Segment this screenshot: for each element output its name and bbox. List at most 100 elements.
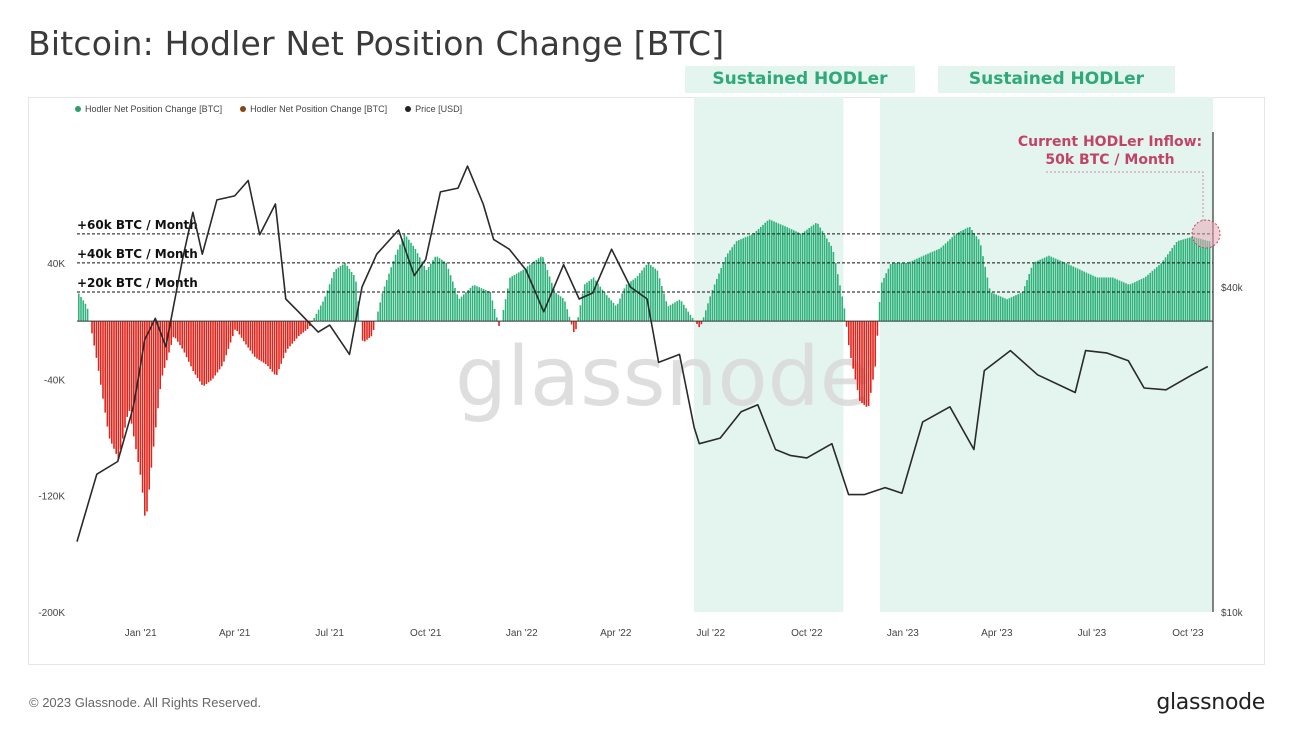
bar-positive (995, 294, 997, 322)
legend-dot-icon (405, 106, 412, 112)
bar-positive (355, 281, 357, 322)
bar-positive (1002, 297, 1004, 322)
bar-positive (546, 270, 549, 322)
bar-positive (1061, 261, 1063, 322)
bar-negative (304, 321, 307, 331)
bar-negative (188, 321, 190, 362)
bar-positive (326, 290, 329, 322)
bar-negative (203, 321, 205, 386)
bar-positive (1149, 272, 1151, 322)
bar-positive (335, 269, 337, 322)
bar-positive (540, 256, 542, 322)
bar-positive (749, 235, 751, 322)
bar-positive (977, 239, 980, 322)
bar-positive (617, 303, 619, 322)
bar-positive (654, 268, 656, 322)
bar-positive (443, 261, 445, 322)
bar-positive (958, 232, 960, 322)
bar-positive (1026, 280, 1028, 322)
bar-positive (621, 293, 623, 322)
bar-positive (597, 283, 599, 322)
bar-positive (388, 273, 390, 322)
bar-negative (210, 321, 212, 381)
bar-positive (940, 247, 942, 322)
bar-positive (1171, 248, 1173, 322)
bar-positive (1083, 271, 1085, 322)
bar-negative (137, 321, 139, 462)
bar-positive (678, 299, 681, 322)
bar-positive (676, 301, 678, 322)
bar-positive (669, 304, 672, 322)
x-tick-label: Jul '22 (696, 628, 725, 639)
bar-negative (144, 321, 146, 516)
bar-positive (1017, 294, 1019, 322)
bars-group (77, 219, 1213, 516)
bar-positive (729, 250, 731, 322)
bar-negative (106, 321, 109, 427)
bar-positive (1107, 277, 1110, 322)
bar-positive (557, 294, 560, 322)
bar-positive (645, 264, 648, 322)
bar-negative (185, 321, 188, 358)
footer-logo: glassnode (1156, 690, 1265, 715)
threshold-label: +40k BTC / Month (77, 247, 198, 261)
bar-positive (808, 228, 810, 322)
legend-item-price[interactable]: Price [USD] (405, 104, 462, 114)
bar-negative (113, 321, 115, 449)
bar-positive (733, 244, 736, 322)
bar-positive (1035, 261, 1037, 322)
bar-positive (1048, 255, 1050, 322)
bar-negative (254, 321, 256, 357)
bar-positive (806, 229, 808, 322)
bar-positive (636, 275, 639, 322)
bar-negative (240, 321, 243, 338)
bar-positive (315, 313, 318, 322)
bar-positive (757, 228, 760, 322)
bar-positive (584, 284, 586, 322)
bar-positive (933, 250, 936, 322)
bar-positive (399, 244, 401, 322)
bar-positive (883, 277, 885, 322)
bar-positive (86, 308, 89, 322)
bar-positive (1175, 242, 1178, 322)
bar-negative (364, 321, 366, 342)
bar-positive (962, 229, 964, 322)
y-tick-label-left: 40K (47, 259, 65, 270)
bar-positive (661, 285, 663, 322)
bar-positive (524, 268, 527, 322)
bar-positive (1147, 274, 1149, 322)
bar-positive (1105, 277, 1107, 322)
bar-positive (955, 233, 958, 322)
legend-item-hodler-positive[interactable]: Hodler Net Position Change [BTC] (75, 104, 222, 114)
bar-positive (427, 266, 430, 322)
bar-positive (680, 301, 683, 322)
bar-positive (1024, 286, 1026, 322)
bar-negative (273, 321, 276, 375)
bar-negative (139, 321, 142, 475)
bar-positive (544, 263, 546, 322)
bar-negative (201, 321, 203, 385)
bar-positive (564, 301, 566, 322)
bar-positive (348, 268, 351, 322)
bar-positive (810, 226, 813, 322)
bar-positive (386, 280, 388, 322)
bar-positive (619, 298, 621, 322)
bar-positive (683, 304, 685, 322)
bar-positive (568, 316, 571, 322)
bar-positive (777, 223, 780, 322)
bar-positive (1098, 277, 1101, 322)
bar-positive (982, 256, 984, 322)
bar-negative (172, 321, 175, 338)
bar-positive (1118, 280, 1121, 322)
bar-negative (133, 321, 135, 437)
legend-item-hodler-negative[interactable]: Hodler Net Position Change [BTC] (240, 104, 387, 114)
bar-positive (612, 302, 615, 322)
bar-positive (782, 225, 784, 322)
bar-negative (130, 321, 133, 424)
bar-negative (269, 321, 271, 369)
bar-positive (555, 292, 557, 322)
bar-negative (258, 321, 260, 360)
legend-dot-icon (75, 106, 81, 112)
bar-negative (850, 321, 852, 358)
bar-positive (1153, 268, 1156, 322)
